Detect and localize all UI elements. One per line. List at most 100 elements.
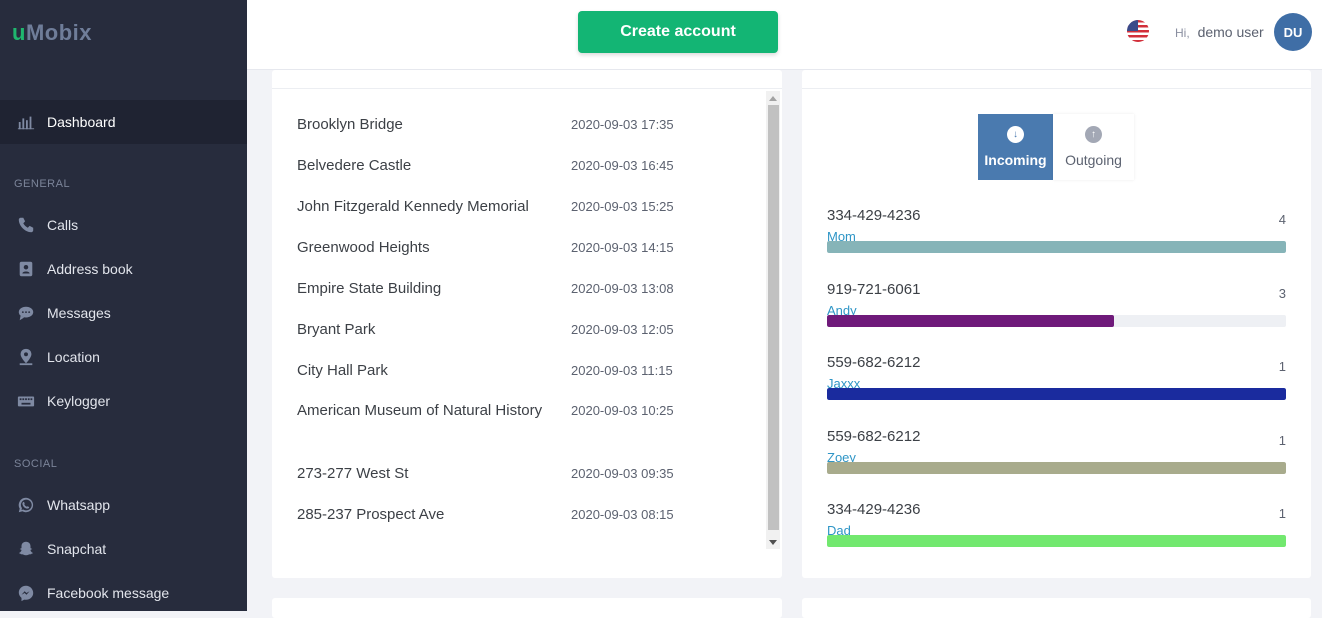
scrollbar[interactable] — [766, 91, 780, 549]
whatsapp-icon — [16, 495, 36, 515]
greeting-hi: Hi, — [1175, 26, 1190, 40]
sidebar-item-location[interactable]: Location — [0, 335, 247, 379]
sidebar-item-label: Calls — [47, 217, 79, 233]
location-timestamp: 2020-09-03 15:25 — [571, 199, 674, 214]
top-header: Create account Hi, demo user DU — [247, 0, 1322, 70]
phone-number: 919-721-6061 — [827, 281, 921, 298]
list-item[interactable]: Empire State Building 2020-09-03 13:08 — [297, 278, 757, 299]
list-item[interactable]: John Fitzgerald Kennedy Memorial 2020-09-… — [297, 196, 757, 217]
contact-name[interactable]: Dad — [827, 523, 851, 538]
progress-fill — [827, 462, 1286, 474]
logo-u: u — [12, 20, 26, 45]
user-greeting[interactable]: Hi, demo user — [1175, 24, 1264, 40]
progress-fill — [827, 535, 1286, 547]
card-header — [272, 70, 782, 89]
tab-outgoing[interactable]: ↑ Outgoing — [1053, 114, 1134, 180]
sidebar-item-label: Keylogger — [47, 393, 111, 409]
call-row[interactable]: 334-429-4236 Mom 4 — [827, 207, 1286, 267]
sidebar-item-whatsapp[interactable]: Whatsapp — [0, 483, 247, 527]
sidebar-item-address-book[interactable]: Address book — [0, 247, 247, 291]
list-item[interactable]: Greenwood Heights 2020-09-03 14:15 — [297, 237, 757, 258]
section-label-social: SOCIAL — [14, 458, 58, 470]
avatar[interactable]: DU — [1274, 13, 1312, 51]
location-name: Bryant Park — [297, 321, 376, 338]
location-timestamp: 2020-09-03 11:15 — [571, 363, 673, 378]
list-item[interactable]: 285-237 Prospect Ave 2020-09-03 08:15 — [297, 504, 757, 525]
scroll-down-arrow-icon[interactable] — [769, 540, 777, 545]
progress-track — [827, 315, 1286, 327]
location-name: Brooklyn Bridge — [297, 116, 403, 133]
us-flag-icon[interactable] — [1127, 20, 1149, 42]
sidebar-item-messages[interactable]: Messages — [0, 291, 247, 335]
progress-track — [827, 241, 1286, 253]
location-timestamp: 2020-09-03 10:25 — [571, 403, 674, 418]
keyboard-icon — [16, 391, 36, 411]
call-row[interactable]: 919-721-6061 Andy 3 — [827, 281, 1286, 341]
phone-number: 334-429-4236 — [827, 207, 921, 224]
call-row[interactable]: 334-429-4236 Dad 1 — [827, 501, 1286, 561]
phone-icon — [16, 215, 36, 235]
section-label-general: GENERAL — [14, 178, 71, 190]
sidebar-item-label: Messages — [47, 305, 111, 321]
list-item[interactable]: 273-277 West St 2020-09-03 09:35 — [297, 463, 757, 484]
contact-name[interactable]: Jaxxx — [827, 376, 861, 391]
call-direction-toggle: ↓ Incoming ↑ Outgoing — [978, 114, 1134, 180]
location-name: 285-237 Prospect Ave — [297, 506, 445, 523]
progress-track — [827, 535, 1286, 547]
list-item[interactable]: Belvedere Castle 2020-09-03 16:45 — [297, 155, 757, 176]
call-row[interactable]: 559-682-6212 Jaxxx 1 — [827, 354, 1286, 414]
scroll-thumb[interactable] — [768, 105, 779, 530]
tab-incoming[interactable]: ↓ Incoming — [978, 114, 1053, 180]
location-timestamp: 2020-09-03 08:15 — [571, 507, 674, 522]
location-timestamp: 2020-09-03 17:35 — [571, 117, 674, 132]
call-count: 3 — [1278, 286, 1286, 301]
list-item[interactable]: Bryant Park 2020-09-03 12:05 — [297, 319, 757, 340]
locations-card: Brooklyn Bridge 2020-09-03 17:35 Belvedere… — [272, 70, 782, 578]
list-item[interactable]: City Hall Park 2020-09-03 11:15 — [297, 360, 757, 381]
location-name: City Hall Park — [297, 362, 388, 379]
location-timestamp: 2020-09-03 12:05 — [571, 322, 674, 337]
chat-bubble-icon — [16, 303, 36, 323]
call-count: 1 — [1278, 359, 1286, 374]
arrow-up-circle-icon: ↑ — [1085, 126, 1102, 143]
sidebar-item-label: Facebook message — [47, 585, 170, 601]
app-logo[interactable]: uMobix — [12, 20, 92, 46]
contact-name[interactable]: Zoey — [827, 450, 856, 465]
sidebar-item-keylogger[interactable]: Keylogger — [0, 379, 247, 423]
phone-number: 559-682-6212 — [827, 428, 921, 445]
location-pin-icon — [16, 347, 36, 367]
location-name: Empire State Building — [297, 280, 442, 297]
location-timestamp: 2020-09-03 14:15 — [571, 240, 674, 255]
location-name: American Museum of Natural History — [297, 402, 543, 419]
call-count: 4 — [1278, 212, 1286, 227]
sidebar-item-calls[interactable]: Calls — [0, 203, 247, 247]
location-name: Belvedere Castle — [297, 157, 412, 174]
sidebar-item-snapchat[interactable]: Snapchat — [0, 527, 247, 571]
list-item[interactable]: American Museum of Natural History 2020-0… — [297, 400, 757, 421]
progress-fill — [827, 315, 1114, 327]
tab-label: Incoming — [984, 152, 1047, 168]
sidebar-item-label: Snapchat — [47, 541, 107, 557]
phone-number: 334-429-4236 — [827, 501, 921, 518]
sidebar-item-facebook-message[interactable]: Facebook message — [0, 571, 247, 615]
contact-name[interactable]: Mom — [827, 229, 856, 244]
list-item[interactable]: Brooklyn Bridge 2020-09-03 17:35 — [297, 114, 757, 135]
location-timestamp: 2020-09-03 16:45 — [571, 158, 674, 173]
location-name: John Fitzgerald Kennedy Memorial — [297, 198, 529, 215]
address-book-icon — [16, 259, 36, 279]
call-count: 1 — [1278, 506, 1286, 521]
scroll-up-arrow-icon[interactable] — [769, 96, 777, 101]
phone-number: 559-682-6212 — [827, 354, 921, 371]
snapchat-ghost-icon — [16, 539, 36, 559]
call-row[interactable]: 559-682-6212 Zoey 1 — [827, 428, 1286, 488]
card-header — [802, 70, 1311, 89]
tab-label: Outgoing — [1065, 152, 1122, 168]
create-account-button[interactable]: Create account — [578, 11, 778, 53]
progress-fill — [827, 388, 1286, 400]
location-name: Greenwood Heights — [297, 239, 430, 256]
sidebar-item-dashboard[interactable]: Dashboard — [0, 100, 247, 144]
sidebar-item-label: Location — [47, 349, 100, 365]
location-timestamp: 2020-09-03 09:35 — [571, 466, 674, 481]
bar-chart-icon — [16, 112, 36, 132]
contact-name[interactable]: Andy — [827, 303, 857, 318]
